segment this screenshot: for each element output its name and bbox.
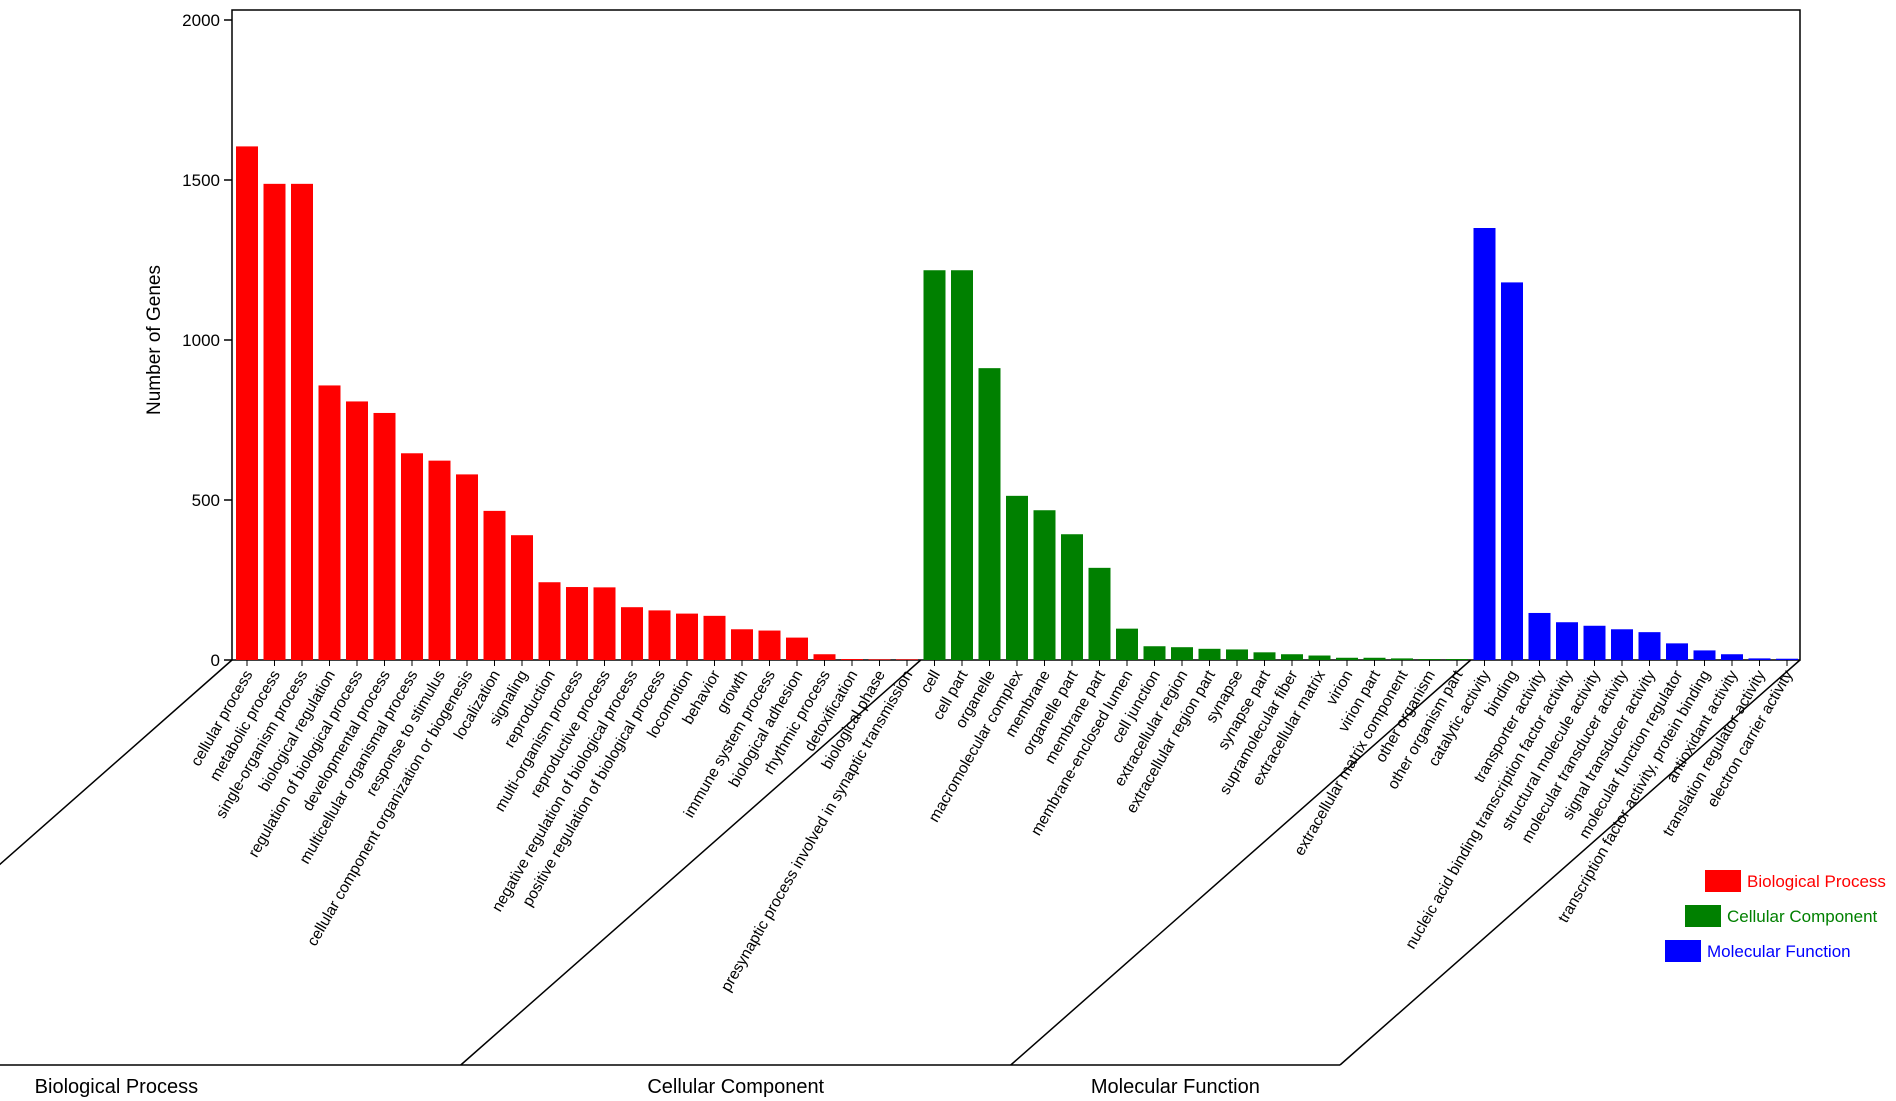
baseline-left-edge: [0, 659, 233, 866]
group-separator-2: [1010, 659, 1472, 1066]
y-tick-label-2000: 2000: [182, 11, 220, 30]
bar-catalytic-activity: [1473, 228, 1496, 660]
category-label-cell: cell: [918, 668, 944, 697]
bar-biological-phase: [868, 659, 891, 660]
bar-binding: [1501, 282, 1523, 660]
y-axis: 0 500 1000 1500 2000 Number of Genes: [144, 11, 232, 670]
y-tick-label-0: 0: [211, 651, 220, 670]
bar-antioxidant-activity: [1721, 654, 1743, 660]
bar-molecular-transducer-activity: [1611, 629, 1633, 660]
y-tick-label-1500: 1500: [182, 171, 220, 190]
bar-electron-carrier-activity: [1776, 658, 1798, 660]
bar-cell-part: [951, 270, 973, 660]
legend-swatch-cellular-component: [1685, 905, 1721, 927]
bar-structural-molecule-activity: [1583, 625, 1606, 660]
y-tick-label-1000: 1000: [182, 331, 220, 350]
bar-membrane: [1033, 510, 1056, 660]
bar-single-organism-process: [291, 183, 313, 660]
bar-translation-regulator-activity: [1748, 658, 1771, 660]
bar-other-organism: [1418, 659, 1441, 660]
bar-metabolic-process: [263, 183, 286, 660]
bar-synapse: [1226, 649, 1248, 660]
bars: [236, 146, 1798, 660]
bar-rhythmic-process: [813, 654, 836, 660]
bar-extracellular-matrix-component: [1391, 658, 1413, 660]
bar-extracellular-region-part: [1198, 648, 1221, 660]
bar-macromolecular-complex: [1006, 495, 1028, 660]
bar-multi-organism-process: [566, 587, 588, 660]
legend-label-molecular-function: Molecular Function: [1707, 942, 1851, 961]
skewed-baseline: [0, 659, 1801, 1066]
group-label-cellular-component: Cellular Component: [647, 1076, 824, 1098]
bar-cellular-component-organization-or-biogenesis: [456, 474, 478, 660]
bar-supramolecular-fiber: [1281, 654, 1303, 660]
group-labels: Biological Process Cellular Component Mole…: [35, 1076, 1260, 1098]
bar-cellular-process: [236, 146, 258, 660]
baseline-right-edge: [1339, 659, 1801, 1066]
legend-swatch-molecular-function: [1665, 940, 1701, 962]
bar-reproductive-process: [593, 587, 616, 660]
bar-developmental-process: [373, 412, 396, 660]
bar-response-to-stimulus: [428, 460, 451, 660]
bar-biological-regulation: [318, 385, 341, 660]
bar-locomotion: [676, 613, 698, 660]
bar-membrane-part: [1088, 567, 1111, 660]
bar-presynaptic-process-involved-in-synaptic-transmission: [896, 659, 918, 660]
legend-swatch-biological-process: [1705, 870, 1741, 892]
legend-label-cellular-component: Cellular Component: [1727, 907, 1878, 926]
bar-synapse-part: [1253, 652, 1276, 660]
bar-transcription-factor-activity-protein-binding: [1693, 650, 1716, 660]
legend-label-biological-process: Biological Process: [1747, 872, 1886, 891]
group-separator-1: [460, 659, 922, 1066]
bar-positive-regulation-of-biological-process: [648, 610, 671, 660]
bar-negative-regulation-of-biological-process: [621, 607, 643, 660]
bar-membrane-enclosed-lumen: [1116, 628, 1138, 660]
bar-signaling: [511, 535, 533, 660]
legend: Biological Process Cellular Component Mole…: [1665, 870, 1886, 962]
bar-immune-system-process: [758, 630, 781, 660]
bar-virion: [1336, 657, 1358, 660]
bar-extracellular-matrix: [1308, 655, 1331, 660]
bar-growth: [731, 629, 753, 660]
bar-reproduction: [538, 582, 561, 660]
bar-extracellular-region: [1171, 647, 1193, 660]
bar-virion-part: [1363, 657, 1386, 660]
bar-organelle-part: [1061, 534, 1083, 660]
bar-molecular-function-regulator: [1666, 643, 1688, 660]
bar-regulation-of-biological-process: [346, 401, 368, 660]
y-tick-label-500: 500: [192, 491, 220, 510]
bar-localization: [483, 510, 506, 660]
bar-transporter-activity: [1528, 612, 1551, 660]
bar-multicellular-organismal-process: [401, 453, 423, 660]
bar-nucleic-acid-binding-transcription-factor-activity: [1556, 622, 1578, 660]
group-label-molecular-function: Molecular Function: [1091, 1076, 1260, 1098]
bar-organelle: [978, 368, 1001, 660]
bar-biological-adhesion: [786, 637, 808, 660]
bar-other-organism-part: [1446, 659, 1468, 660]
bar-signal-transducer-activity: [1638, 632, 1661, 660]
bar-detoxification: [841, 659, 863, 660]
bar-cell: [923, 270, 946, 660]
bar-cell-junction: [1143, 646, 1166, 660]
group-label-biological-process: Biological Process: [35, 1076, 198, 1098]
bar-behavior: [703, 615, 726, 660]
y-axis-title: Number of Genes: [144, 265, 165, 415]
